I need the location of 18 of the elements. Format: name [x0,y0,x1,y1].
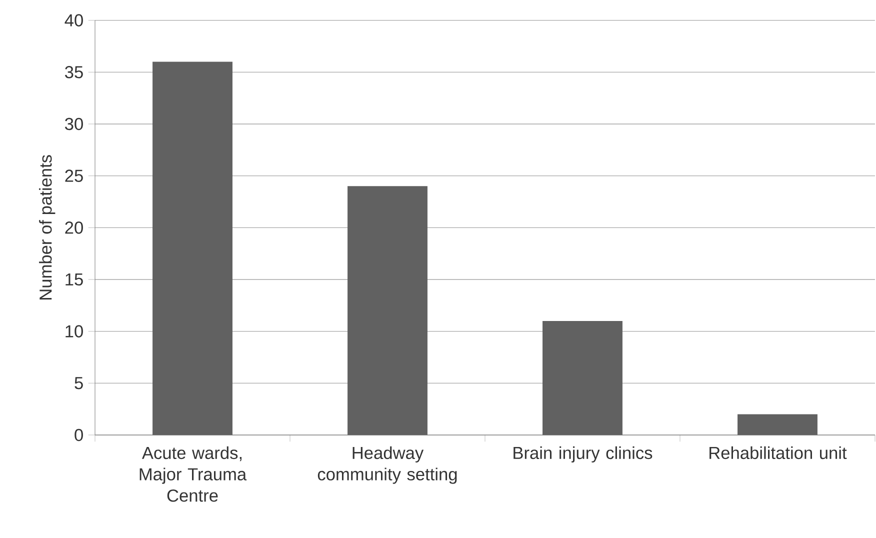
x-tick-label: Brain injury clinics [514,446,652,463]
y-tick-label: 5 [74,377,83,390]
y-tick-label: 25 [65,170,83,182]
bar [542,320,622,435]
bar [152,62,232,435]
y-tick-label: 10 [66,325,83,338]
y-axis-title: Number of patients [39,155,56,300]
y-tick-label: 35 [65,66,83,78]
x-tick-label: Headway community setting [318,446,457,484]
x-tick-label: Acute wards, Major Trauma Centre [140,446,247,502]
y-tick-label: 0 [74,428,83,442]
y-tick-label: 30 [65,118,83,130]
bar [348,186,428,435]
y-tick-label: 15 [66,273,83,286]
x-tick-label: Rehabilitation unit [710,446,847,460]
bar [738,414,818,435]
y-tick-label: 40 [64,14,83,26]
y-tick-label: 20 [65,222,83,234]
